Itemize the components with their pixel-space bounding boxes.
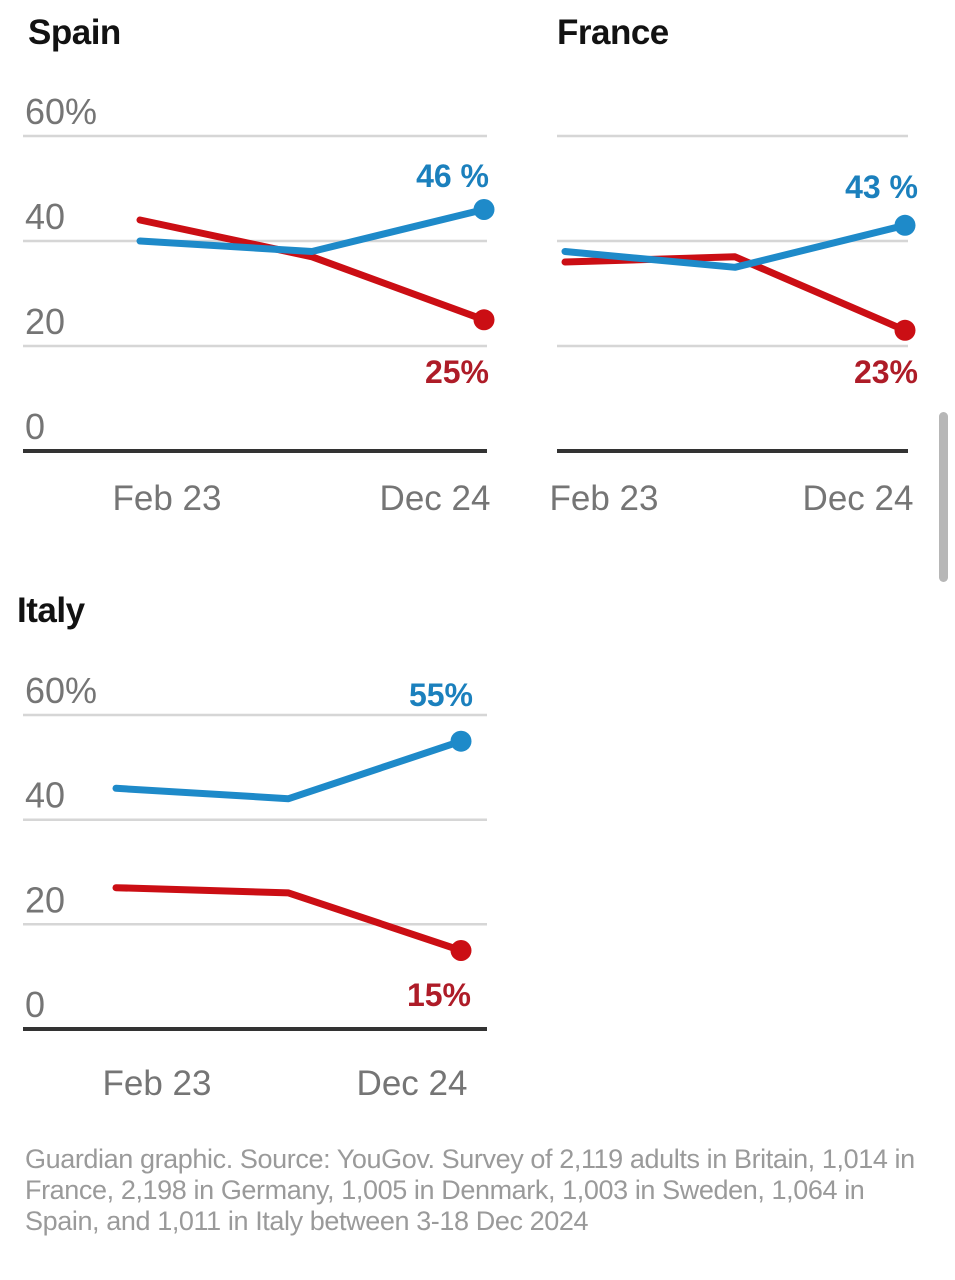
value-label-blue: 43 % (845, 169, 918, 205)
y-tick-label: 0 (25, 406, 45, 447)
x-tick-label: Feb 23 (550, 479, 659, 518)
end-dot-red (473, 309, 495, 331)
chart-title-france: France (557, 13, 669, 52)
x-tick-label: Feb 23 (103, 1064, 212, 1103)
series-line-blue (112, 737, 465, 803)
end-dot-red (894, 319, 916, 341)
chart-title-spain: Spain (28, 13, 121, 52)
series-line-red (136, 216, 488, 324)
value-label-red: 25% (425, 354, 489, 390)
x-tick-label: Dec 24 (357, 1064, 468, 1103)
y-tick-label: 60% (25, 91, 97, 132)
value-label-blue: 55% (409, 677, 473, 713)
end-dot-blue (450, 730, 472, 752)
series-line-blue (561, 221, 909, 271)
y-tick-label: 40 (25, 196, 65, 237)
end-dot-blue (473, 199, 495, 220)
y-tick-label: 0 (25, 984, 45, 1025)
series-line-blue (136, 206, 488, 255)
value-label-blue: 46 % (416, 158, 489, 194)
x-tick-label: Feb 23 (113, 479, 222, 518)
y-tick-label: 40 (25, 775, 65, 816)
end-dot-blue (894, 214, 916, 236)
y-tick-label: 20 (25, 301, 65, 342)
series-line-red (112, 884, 465, 954)
x-tick-label: Dec 24 (803, 479, 914, 518)
scrollbar-thumb[interactable] (939, 412, 948, 582)
value-label-red: 23% (854, 354, 918, 390)
value-label-red: 15% (407, 977, 471, 1013)
x-tick-label: Dec 24 (380, 479, 491, 518)
chart-title-italy: Italy (17, 591, 85, 630)
y-tick-label: 20 (25, 879, 65, 920)
source-caption: Guardian graphic. Source: YouGov. Survey… (25, 1144, 915, 1236)
end-dot-red (450, 940, 472, 961)
y-tick-label: 60% (25, 670, 97, 711)
